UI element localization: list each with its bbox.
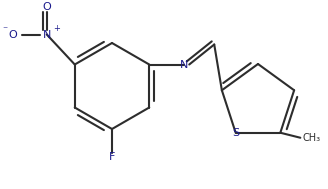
Text: F: F bbox=[109, 152, 115, 162]
Text: N: N bbox=[43, 29, 51, 40]
Text: CH₃: CH₃ bbox=[302, 133, 320, 143]
Text: ⁻: ⁻ bbox=[3, 26, 8, 36]
Text: O: O bbox=[8, 29, 17, 40]
Text: N: N bbox=[180, 60, 188, 70]
Text: S: S bbox=[232, 128, 239, 138]
Text: +: + bbox=[53, 24, 60, 33]
Text: O: O bbox=[42, 2, 51, 12]
